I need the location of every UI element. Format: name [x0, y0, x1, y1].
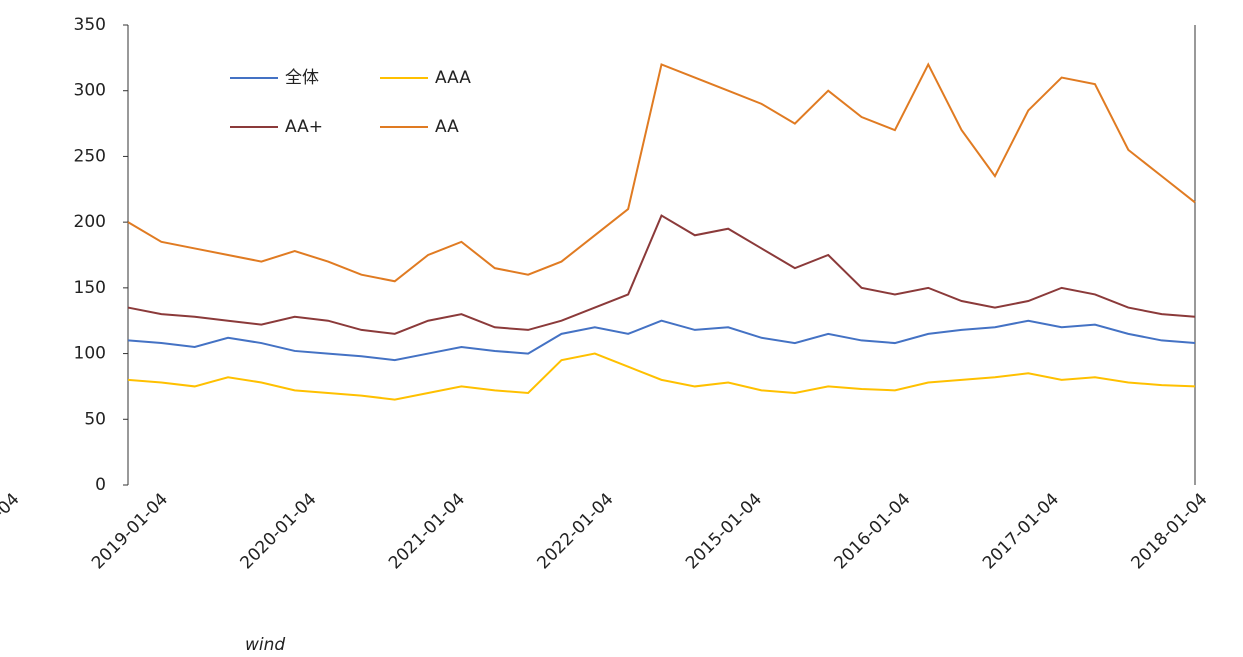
y-tick-label: 50: [84, 409, 106, 429]
y-tick-label: 300: [74, 81, 106, 101]
y-tick-label: 250: [74, 146, 106, 166]
series-line: [127, 214, 1196, 335]
x-tick-label: 2018-01-04: [1128, 489, 1212, 573]
legend-label: AAA: [435, 68, 471, 88]
y-tick-label: 200: [74, 212, 106, 232]
y-tick-label: 100: [74, 344, 106, 364]
x-tick-label: 2020-01-04: [237, 489, 321, 573]
series-line: [127, 352, 1196, 401]
x-tick-label: 2017-01-04: [979, 489, 1063, 573]
source-note: wind: [245, 635, 285, 655]
x-tick-label: 2021-01-04: [385, 489, 469, 573]
x-tick-label: 2022-01-04: [534, 489, 618, 573]
legend-label: 全体: [285, 68, 319, 88]
x-tick-label: 2018-01-04: [0, 489, 24, 573]
y-tick-label: 350: [74, 15, 106, 35]
y-tick-label: 0: [95, 475, 106, 495]
legend-label: AA+: [285, 117, 323, 137]
legend-label: AA: [435, 117, 459, 137]
series-line: [127, 319, 1196, 362]
x-tick-label: 2019-01-04: [88, 489, 172, 573]
series-line: [127, 62, 1196, 283]
x-tick-label: 2016-01-04: [831, 489, 915, 573]
x-tick-label: 2015-01-04: [682, 489, 766, 573]
y-tick-label: 150: [74, 278, 106, 298]
